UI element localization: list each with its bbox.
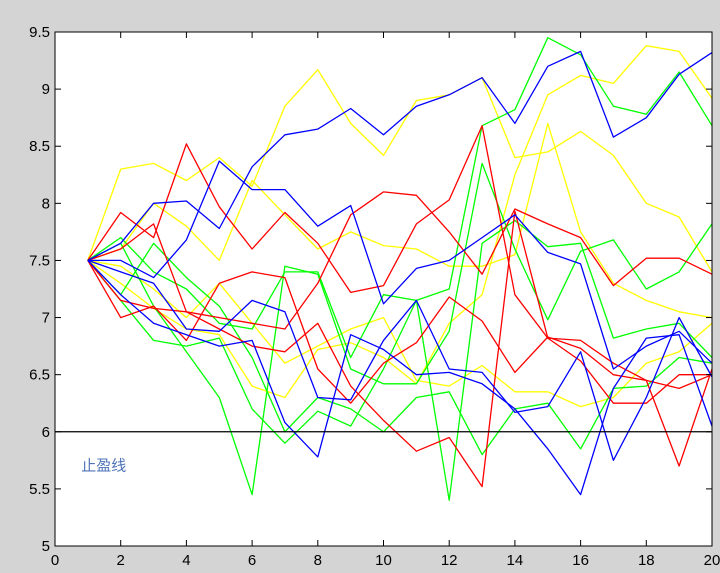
series-line-7 (87, 219, 713, 501)
plot-area (55, 32, 712, 546)
x-tick-label: 18 (638, 552, 655, 569)
series-line-9 (87, 125, 713, 390)
x-tick-label: 10 (375, 552, 392, 569)
x-tick-label: 2 (117, 552, 125, 569)
series-line-14 (87, 160, 713, 370)
y-tick-label: 5.5 (29, 481, 50, 498)
x-tick-label: 8 (314, 552, 322, 569)
series-line-16 (87, 259, 713, 496)
axis-layer: 0 2 4 6 8 10 12 14 16 18 20 5 5.5 6 6.5 7 7.5 8 8.5 9 9.5 (29, 24, 720, 569)
series-line-5 (87, 37, 713, 359)
series-line-2 (87, 122, 713, 319)
series-line-11 (87, 260, 713, 467)
x-tick-label: 12 (441, 552, 458, 569)
series-line-13 (87, 50, 713, 261)
y-tick-label: 8.5 (29, 138, 50, 155)
y-tick-label: 6 (42, 424, 50, 441)
y-tick-label: 9 (42, 81, 50, 98)
x-tick-label: 4 (182, 552, 190, 569)
y-tick-label: 9.5 (29, 24, 50, 41)
y-tick-label: 8 (42, 195, 50, 212)
series-line-8 (87, 242, 713, 456)
y-tick-label: 6.5 (29, 367, 50, 384)
series-line-10 (87, 191, 713, 330)
plot-frame (54, 31, 713, 547)
series-line-6 (87, 162, 713, 496)
x-tick-label: 16 (572, 552, 589, 569)
x-tick-label: 0 (51, 552, 59, 569)
series-line-15 (87, 259, 713, 461)
x-tick-label: 6 (248, 552, 256, 569)
y-tick-label: 7.5 (29, 252, 50, 269)
y-tick-label: 5 (42, 538, 50, 555)
series-line-1 (87, 69, 713, 273)
series-line-12 (87, 210, 712, 488)
x-tick-label: 20 (704, 552, 720, 569)
y-tick-label: 7 (42, 310, 50, 327)
series-layer (87, 37, 713, 501)
annotation-label: 止盈线 (81, 458, 126, 475)
x-tick-label: 14 (507, 552, 524, 569)
